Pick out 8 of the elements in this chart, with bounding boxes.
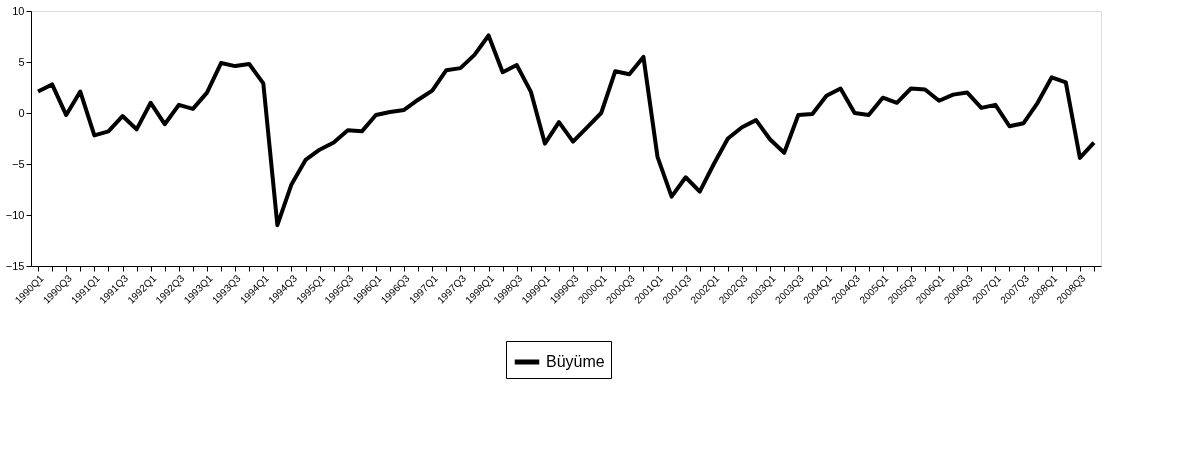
legend-label: Büyüme xyxy=(546,353,605,370)
y-tick-label: 0 xyxy=(18,106,25,119)
y-tick-label: −5 xyxy=(11,157,25,170)
y-tick-label: −10 xyxy=(5,208,25,221)
y-tick-label: 10 xyxy=(12,4,25,17)
y-tick-label: −15 xyxy=(5,259,25,272)
y-tick-label: 5 xyxy=(18,55,25,68)
line-series xyxy=(36,33,1096,228)
